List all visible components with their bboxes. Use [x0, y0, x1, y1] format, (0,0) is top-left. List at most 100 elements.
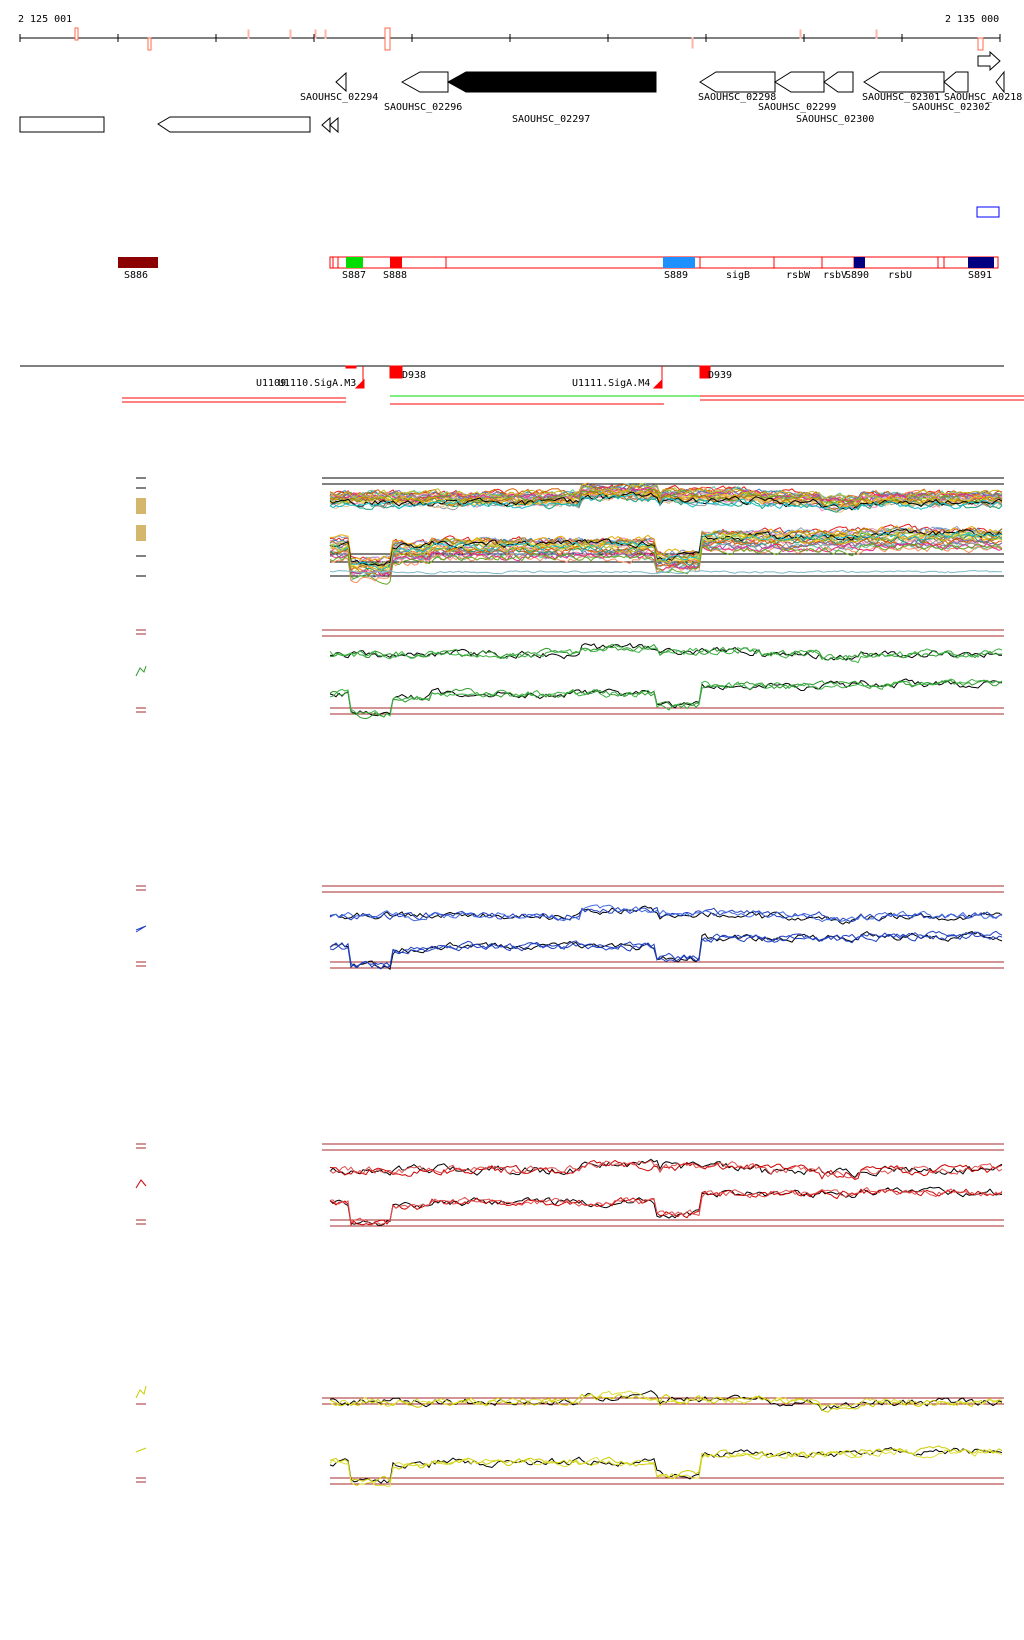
panel-1-upper-series: [329, 490, 1003, 510]
gene-box-left[interactable]: [19, 116, 105, 133]
panel-1-upper-series: [329, 486, 1003, 504]
segment-label-s890: S890: [845, 270, 869, 281]
gene-arrow-small-2[interactable]: [329, 116, 339, 134]
panel-4-upper-series: [329, 1158, 1003, 1179]
panel-4-thresholds: [322, 1143, 1004, 1227]
promoter-track: U1109 U1110.SigA.M3 D938 U1111.SigA.M4 D…: [20, 365, 1024, 405]
gene-arrow-saouhsc-02298[interactable]: [699, 71, 776, 93]
panel-1-upper-series: [329, 493, 1003, 511]
ruler-start-label: 2 125 001: [18, 14, 72, 25]
segment-s887[interactable]: [346, 257, 363, 268]
gene-arrow-reverse-left[interactable]: [157, 116, 311, 133]
panel-3-upper-series: [329, 906, 1003, 923]
segment-label-rsbw: rsbW: [786, 270, 811, 281]
panel-4-legend: [135, 1143, 147, 1225]
segment-s889[interactable]: [663, 257, 695, 268]
panel-2-lower-series: [329, 679, 1003, 720]
gene-arrow-small-1[interactable]: [321, 116, 331, 134]
gene-label-saouhsc-02301: SAOUHSC_02301: [862, 92, 940, 103]
gene-label-saouhsc-02300: SAOUHSC_02300: [796, 114, 874, 125]
panel-2-upper-series: [329, 643, 1003, 661]
gene-label-saouhsc-a0218: SAOUHSC_A0218: [944, 92, 1022, 103]
panel-3-series: [329, 904, 1003, 971]
panel-2-legend: [135, 629, 147, 713]
panel-3-thresholds: [322, 885, 1004, 969]
feature-box-blue[interactable]: [976, 206, 1000, 218]
panel-3-legend: [135, 885, 147, 967]
panel-3-upper-series: [329, 904, 1003, 923]
gene-track: SAOUHSC_02294 SAOUHSC_02296 SAOUHSC_0229…: [19, 50, 1022, 218]
panel-5-thresholds: [322, 1397, 1004, 1485]
expression-panel-blue: [135, 885, 1004, 971]
segment-label-s887: S887: [342, 270, 366, 281]
segment-s886[interactable]: [118, 257, 158, 268]
ruler-ticks: [19, 34, 1001, 42]
transcript-lines: [122, 395, 1024, 405]
segment-label-s886: S886: [124, 270, 148, 281]
promoter-label-u1110: U1110.SigA.M3: [278, 378, 356, 389]
panel-2-series: [329, 642, 1003, 720]
panel-5-series: [329, 1390, 1003, 1487]
panel-1-upper-series: [329, 482, 1003, 501]
promoter-label-d938: D938: [402, 370, 426, 381]
segment-s891[interactable]: [968, 257, 994, 268]
promoter-label-d939: D939: [708, 370, 732, 381]
gene-label-saouhsc-02298: SAOUHSC_02298: [698, 92, 776, 103]
panel-4-series: [329, 1158, 1003, 1226]
gene-arrow-saouhsc-02294[interactable]: [335, 71, 347, 93]
panel-3-lower-series: [329, 932, 1003, 970]
gene-arrow-saouhsc-02300[interactable]: [823, 71, 854, 93]
segment-label-rsbu: rsbU: [888, 270, 912, 281]
panel-5-upper-series: [329, 1393, 1003, 1413]
panel-1-lower-series: [329, 539, 1003, 576]
panel-1-upper-series: [329, 483, 1003, 505]
panel-1-lower-series: [329, 532, 1003, 575]
expression-panel-green: [135, 629, 1004, 720]
panel-1-lower-series: [329, 531, 1003, 571]
gene-arrow-a0218-tail[interactable]: [995, 70, 1005, 94]
panel-2-lower-series: [329, 678, 1003, 718]
panel-3-lower-series: [329, 930, 1003, 969]
panel-1-thresholds: [322, 477, 1004, 577]
panel-5-upper-series: [329, 1390, 1003, 1412]
gene-arrow-saouhsc-02302[interactable]: [943, 71, 969, 93]
segment-label-rsbv: rsbV: [823, 270, 847, 281]
gene-label-saouhsc-02296: SAOUHSC_02296: [384, 102, 462, 113]
panel-4-lower-series: [329, 1186, 1003, 1226]
segment-label-s891: S891: [968, 270, 992, 281]
expression-panel-red: [135, 1143, 1004, 1227]
panel-5-upper-series: [329, 1390, 1003, 1408]
segment-track: S886 S887 S888 S889 sigB rsbW rsbV S890 …: [118, 256, 999, 281]
segment-s888[interactable]: [390, 257, 402, 268]
gene-arrow-saouhsc-02296[interactable]: [400, 71, 449, 93]
panel-1-series: [329, 482, 1003, 585]
panel-1-lower-series: [329, 527, 1003, 568]
gene-label-saouhsc-02297: SAOUHSC_02297: [512, 114, 590, 125]
gene-arrow-saouhsc-02301[interactable]: [863, 71, 945, 93]
gene-arrow-saouhsc-02299[interactable]: [774, 71, 825, 93]
expression-panel-yellow: [135, 1385, 1004, 1487]
ruler-marks: [74, 27, 984, 51]
expression-panel-multi: [136, 477, 1004, 585]
ruler-end-label: 2 135 000: [945, 14, 999, 25]
gene-label-saouhsc-02294: SAOUHSC_02294: [300, 92, 378, 103]
promoter-label-u1111: U1111.SigA.M4: [572, 378, 650, 389]
coordinate-ruler: 2 125 001 2 135 000: [18, 14, 1001, 51]
panel-5-lower-series: [329, 1448, 1003, 1487]
segment-label-sigb: sigB: [726, 270, 750, 281]
promoter-markers: [345, 365, 711, 389]
segment-label-s888: S888: [383, 270, 407, 281]
segment-dividers: [332, 257, 945, 268]
panel-2-thresholds: [322, 629, 1004, 715]
gene-arrow-saouhsc-a0218[interactable]: [977, 50, 1001, 72]
panel-2-upper-series: [329, 643, 1003, 664]
segment-s890[interactable]: [854, 257, 865, 268]
panel-5-lower-series: [329, 1445, 1003, 1484]
panel-4-upper-series: [329, 1159, 1003, 1179]
panel-4-upper-series: [329, 1159, 1003, 1180]
segment-label-s889: S889: [664, 270, 688, 281]
gene-label-saouhsc-02299: SAOUHSC_02299: [758, 102, 836, 113]
panel-1-low-series: [329, 569, 1003, 575]
gene-arrow-saouhsc-02297[interactable]: [446, 71, 657, 93]
